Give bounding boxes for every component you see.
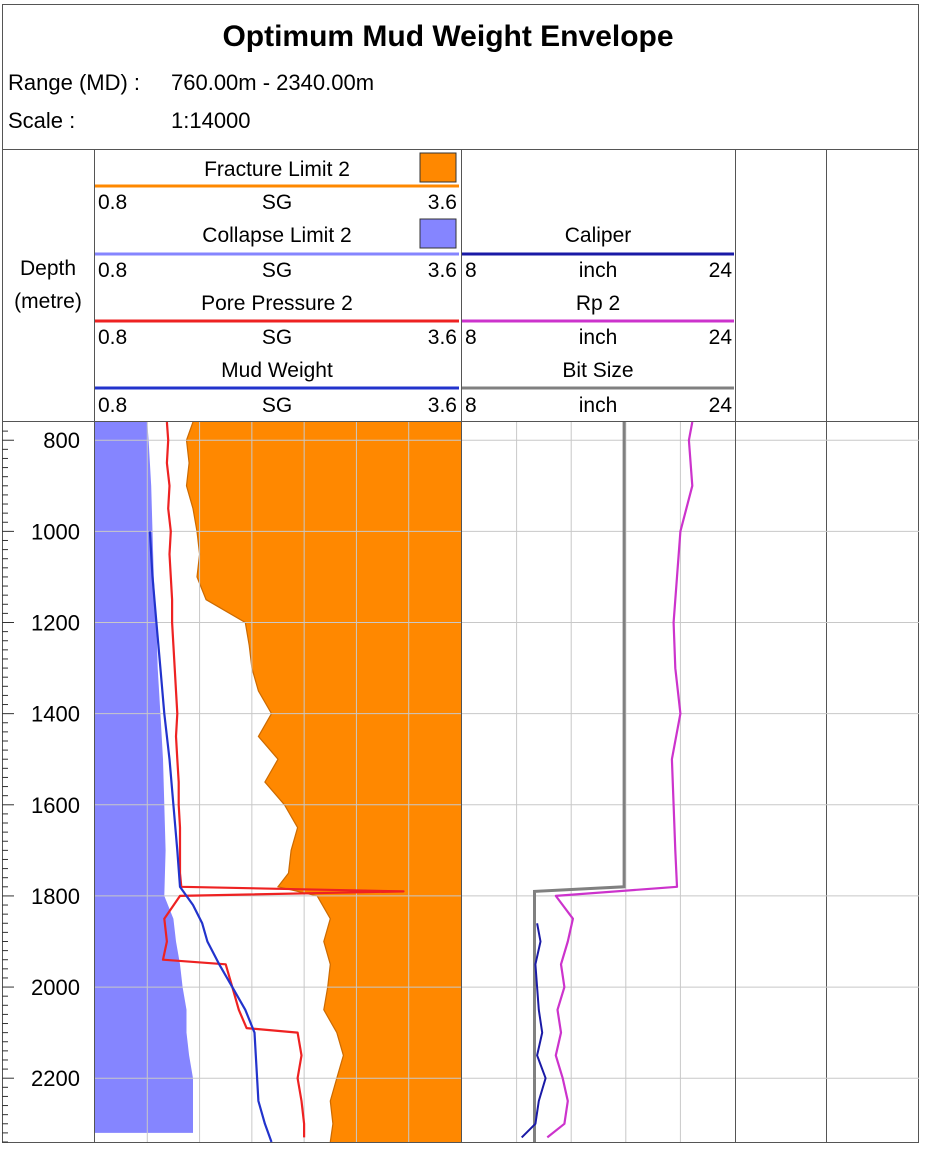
legend-rp2-min: 8 — [465, 326, 477, 349]
legend-mud-unit: SG — [262, 394, 292, 417]
fracture-limit-fill — [186, 422, 461, 1142]
depth-tick-label: 1200 — [31, 611, 80, 636]
bit-size-curve — [533, 422, 626, 1142]
mud-weight-curve — [148, 531, 273, 1143]
legend-mud-min: 0.8 — [98, 394, 127, 417]
collapse-limit-fill — [95, 422, 193, 1133]
legend-rp2: Rp 2 8 inch 24 — [462, 292, 734, 349]
outer-frame — [2, 4, 919, 1143]
depth-tick-label: 1800 — [31, 884, 80, 909]
legend-collapse-max: 3.6 — [428, 259, 457, 282]
empty-tracks-grid — [736, 439, 919, 1079]
track2-plot-area — [462, 421, 735, 1142]
track1-header: Fracture Limit 2 0.8 SG 3.6 Collapse Lim… — [95, 152, 459, 417]
legend-collapse-min: 0.8 — [98, 259, 127, 282]
depth-tick-label: 1600 — [31, 793, 80, 818]
depth-label-line1: Depth — [20, 257, 76, 280]
legend-mud-max: 3.6 — [428, 394, 457, 417]
legend-pore-pressure: Pore Pressure 2 0.8 SG 3.6 — [95, 292, 459, 349]
legend-collapse-name: Collapse Limit 2 — [202, 224, 351, 247]
fracture-swatch — [419, 152, 457, 183]
legend-fracture-limit: Fracture Limit 2 0.8 SG 3.6 — [95, 152, 459, 214]
fracture-limit-curve — [185, 421, 345, 1143]
legend-bitsize-unit: inch — [579, 394, 618, 417]
legend-caliper-min: 8 — [465, 259, 477, 282]
legend-bitsize-name: Bit Size — [562, 359, 633, 382]
chart-title: Optimum Mud Weight Envelope — [222, 20, 673, 53]
legend-caliper-unit: inch — [579, 259, 618, 282]
legend-fracture-unit: SG — [262, 191, 292, 214]
legend-bitsize-min: 8 — [465, 394, 477, 417]
pore-pressure-curve — [161, 421, 405, 1138]
legend-fracture-max: 3.6 — [428, 191, 457, 214]
legend-pore-min: 0.8 — [98, 326, 127, 349]
scale-label: Scale : — [8, 108, 75, 133]
legend-rp2-unit: inch — [579, 326, 618, 349]
legend-rp2-max: 24 — [709, 326, 733, 349]
legend-pore-name: Pore Pressure 2 — [201, 292, 353, 315]
legend-fracture-name: Fracture Limit 2 — [204, 158, 350, 181]
legend-bitsize-max: 24 — [709, 394, 733, 417]
legend-mud-name: Mud Weight — [221, 359, 333, 382]
legend-collapse-unit: SG — [262, 259, 292, 282]
depth-tick-label: 2000 — [31, 975, 80, 1000]
range-label: Range (MD) : — [8, 70, 140, 95]
depth-tick-label: 1400 — [31, 702, 80, 727]
scale-value: 1:14000 — [171, 108, 251, 133]
depth-tick-label: 1000 — [31, 519, 80, 544]
legend-mud-weight: Mud Weight 0.8 SG 3.6 — [95, 359, 459, 417]
legend-pore-max: 3.6 — [428, 326, 457, 349]
rp2-curve — [546, 421, 694, 1139]
legend-collapse-limit: Collapse Limit 2 0.8 SG 3.6 — [95, 218, 459, 282]
caliper-curve — [520, 923, 547, 1139]
depth-tick-label: 2200 — [31, 1066, 80, 1091]
range-value: 760.00m - 2340.00m — [171, 70, 374, 95]
legend-caliper: Caliper 8 inch 24 — [462, 224, 734, 282]
track2-header: Caliper 8 inch 24 Rp 2 8 inch 24 Bit Siz… — [462, 224, 734, 417]
legend-fracture-min: 0.8 — [98, 191, 127, 214]
depth-tick-label: 800 — [43, 428, 80, 453]
legend-caliper-name: Caliper — [565, 224, 632, 247]
legend-bit-size: Bit Size 8 inch 24 — [462, 359, 734, 417]
track1-plot-area — [95, 421, 461, 1143]
depth-label-line2: (metre) — [14, 290, 82, 313]
collapse-swatch — [419, 218, 457, 249]
legend-pore-unit: SG — [262, 326, 292, 349]
legend-caliper-max: 24 — [709, 259, 733, 282]
depth-axis: 800 1000 1200 1400 1600 1800 2000 2200 — [2, 428, 80, 1143]
legend-rp2-name: Rp 2 — [576, 292, 620, 315]
